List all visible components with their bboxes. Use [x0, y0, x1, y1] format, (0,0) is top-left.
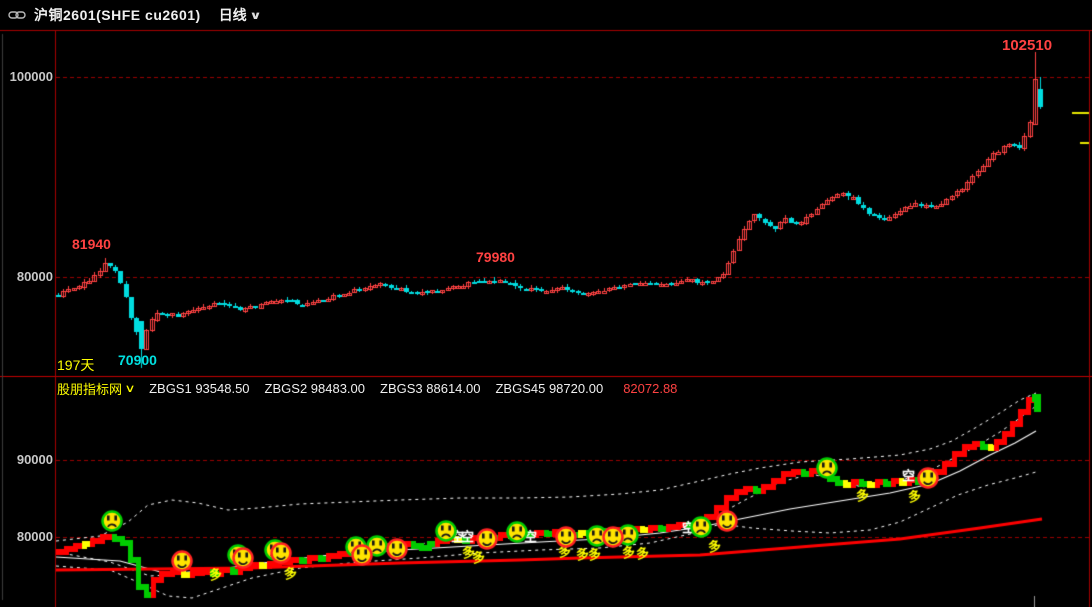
indicator-selector[interactable]: 股朋指标网 ∨: [57, 379, 136, 398]
sub-axis-label-90000: 90000: [16, 452, 53, 467]
contract-high-label: 102510: [1002, 37, 1053, 54]
indicator-current-value: 82072.88: [623, 380, 678, 396]
indicator-value-zbgs3: ZBGS3 88614.00: [380, 380, 481, 396]
period-selector[interactable]: 日线 ∨: [218, 5, 262, 25]
indicator-value-zbgs45: ZBGS45 98720.00: [495, 380, 604, 396]
title-bar: 沪铜2601(SHFE cu2601) 日线 ∨: [0, 0, 1092, 30]
period-label: 日线: [218, 7, 247, 23]
indicator-name: 股朋指标网: [57, 381, 123, 397]
sub-axis-label-80000: 80000: [16, 529, 53, 544]
swing-high-label: 81940: [72, 236, 111, 252]
main-axis-label-80000: 80000: [16, 269, 53, 284]
bar-count-label: 197天: [57, 357, 95, 373]
chain-link-icon[interactable]: [8, 10, 26, 20]
indicator-value-zbgs2: ZBGS2 98483.00: [264, 380, 366, 396]
contract-title: 沪铜2601(SHFE cu2601): [34, 7, 201, 23]
indicator-value-zbgs1: ZBGS1 93548.50: [149, 380, 250, 396]
chevron-down-icon: ∨: [248, 9, 262, 22]
indicator-header: 股朋指标网 ∨ ZBGS1 93548.50 ZBGS2 98483.00 ZB…: [57, 378, 677, 398]
mid-swing-high-label: 79980: [476, 249, 515, 265]
swing-low-label: 70900: [118, 352, 157, 368]
chevron-down-icon: ∨: [124, 382, 136, 395]
main-axis-label-100000: 100000: [9, 69, 53, 84]
